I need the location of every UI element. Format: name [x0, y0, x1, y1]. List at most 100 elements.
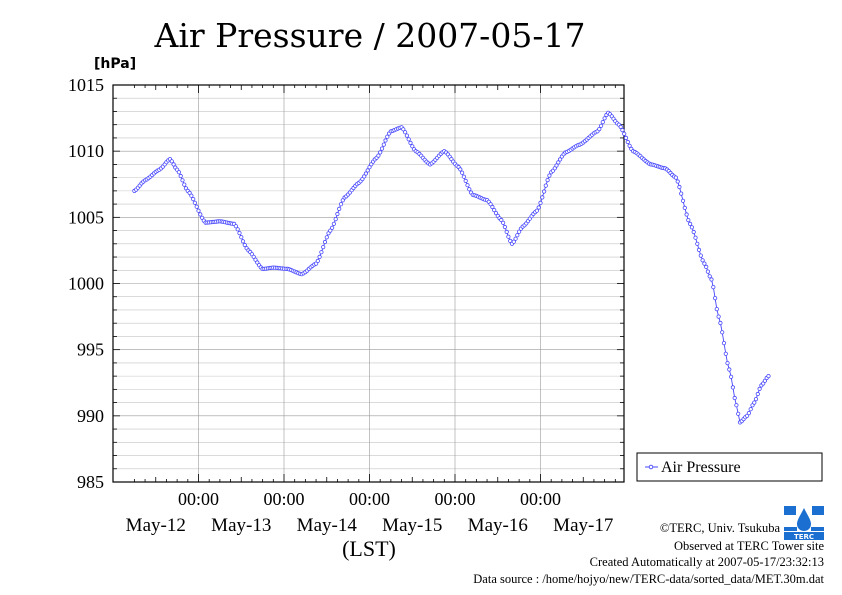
data-point [725, 360, 730, 366]
data-point [709, 277, 714, 282]
logo-text-band [784, 532, 824, 540]
y-tick-label: 1015 [68, 75, 104, 95]
x-date-label: May-15 [382, 515, 442, 536]
y-tick-label: 1010 [68, 141, 104, 161]
data-point [534, 208, 540, 213]
data-point [240, 239, 246, 244]
data-point [465, 183, 470, 188]
data-point [682, 205, 687, 210]
credit-source: Data source : /home/hojyo/new/TERC-data/… [473, 572, 824, 586]
data-point [506, 234, 511, 239]
data-point [331, 221, 336, 226]
data-point [500, 220, 506, 225]
data-point [194, 204, 199, 209]
data-point [235, 227, 240, 232]
y-tick-label: 1005 [68, 207, 104, 227]
data-point [755, 391, 760, 397]
data-point [335, 211, 340, 217]
x-axis-label: (LST) [342, 536, 396, 561]
data-point [337, 206, 342, 211]
data-point [363, 171, 368, 176]
data-point [187, 190, 192, 195]
data-point [704, 264, 709, 269]
data-point [689, 225, 695, 230]
grid [113, 85, 624, 482]
data-point [727, 367, 732, 372]
data-point [499, 217, 504, 223]
data-point [233, 224, 238, 229]
y-tick-label: 985 [77, 472, 104, 492]
data-point [319, 250, 324, 255]
logo-bar-right [811, 527, 824, 531]
data-point [700, 258, 705, 263]
data-point [734, 403, 739, 408]
y-tick-label: 990 [77, 406, 104, 426]
data-point [171, 162, 176, 167]
data-point [492, 208, 497, 213]
data-point [557, 157, 563, 162]
data-point [381, 142, 386, 147]
data-point [192, 200, 197, 205]
data-point [752, 400, 757, 405]
data-point [618, 124, 623, 130]
data-point [458, 167, 463, 172]
data-point [547, 173, 552, 178]
data-point [488, 202, 493, 207]
data-point [602, 116, 607, 121]
data-point [251, 254, 256, 259]
data-point [322, 239, 328, 245]
data-point [766, 373, 771, 379]
credit-observed: Observed at TERC Tower site [674, 539, 824, 553]
series-air-pressure [132, 110, 771, 425]
data-point [198, 212, 203, 217]
data-point [239, 235, 244, 240]
data-point [402, 130, 408, 135]
data-point [680, 198, 686, 203]
y-unit-label: [hPa] [94, 56, 136, 72]
logo-drop-icon [797, 508, 811, 531]
x-time-label: 00:00 [178, 489, 219, 509]
data-point [691, 229, 696, 235]
data-point [315, 258, 320, 263]
data-point [493, 211, 499, 216]
data-point [180, 178, 185, 183]
legend-marker-swatch [648, 464, 654, 470]
legend-label: Air Pressure [661, 459, 741, 476]
data-point [365, 168, 370, 173]
logo-block-right [812, 506, 824, 515]
data-point [702, 261, 707, 266]
credit-copyright: ©TERC, Univ. Tsukuba [660, 521, 781, 535]
data-point [598, 123, 604, 128]
x-date-label: May-16 [468, 515, 528, 536]
chart-title: Air Pressure / 2007-05-17 [154, 16, 586, 55]
data-point [401, 127, 406, 132]
data-point [600, 120, 605, 125]
logo-bar-left [784, 527, 797, 531]
x-time-label: 00:00 [349, 489, 390, 509]
data-point [324, 235, 329, 240]
data-point [753, 396, 759, 402]
data-point [696, 247, 702, 252]
data-point [543, 183, 548, 188]
y-tick-label: 995 [77, 340, 104, 360]
data-point [679, 191, 684, 196]
data-point [408, 140, 413, 145]
x-date-label: May-12 [126, 515, 186, 536]
data-point [383, 138, 388, 143]
data-point [516, 229, 522, 234]
data-point [625, 139, 630, 145]
data-point [340, 198, 345, 203]
data-point [242, 242, 247, 248]
terc-logo: TERC [784, 503, 824, 541]
data-point [467, 187, 472, 192]
data-point [328, 228, 333, 233]
data-point [620, 128, 625, 133]
data-point [698, 253, 703, 258]
data-point [406, 137, 411, 142]
x-time-labels: 00:00 00:00 00:00 00:00 00:00 [178, 489, 561, 509]
credit-created: Created Automatically at 2007-05-17/23:3… [590, 555, 824, 569]
data-point [461, 174, 466, 179]
data-point [705, 269, 711, 274]
data-point [317, 254, 322, 259]
